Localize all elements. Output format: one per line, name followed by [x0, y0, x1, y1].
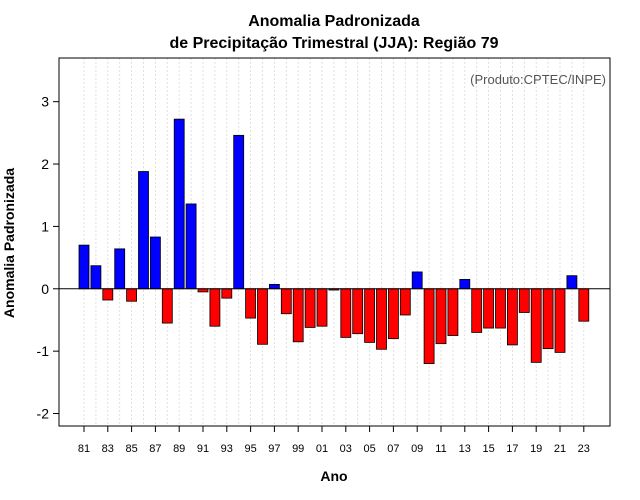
bar-90	[185, 203, 197, 290]
xtick-label: 09	[411, 443, 423, 455]
bar-03	[340, 288, 352, 338]
bar-23	[578, 288, 590, 322]
xtick-label: 03	[340, 443, 352, 455]
ytick-label: 1	[41, 218, 49, 234]
bar-14	[471, 288, 483, 333]
bar-13	[459, 279, 471, 290]
bar-15	[483, 288, 495, 329]
y-axis-label: Anomalia Padronizada	[1, 168, 17, 318]
bar-05	[364, 288, 376, 343]
bar-92	[209, 288, 221, 327]
ytick-label: -2	[37, 406, 50, 422]
bars	[78, 118, 590, 365]
bar-16	[495, 288, 506, 329]
y-axis-ticks: -2 -1 0 1 2 3	[37, 94, 59, 422]
bar-12	[447, 288, 459, 336]
bar-93	[221, 288, 233, 299]
xtick-label: 05	[363, 443, 375, 455]
bar-97	[268, 284, 280, 290]
bar-84	[114, 248, 126, 290]
chart-title-line1: Anomalia Padronizada	[248, 13, 420, 30]
bar-82	[90, 265, 102, 290]
xtick-label: 07	[387, 443, 399, 455]
ytick-label: -1	[37, 343, 50, 359]
bar-94	[233, 134, 245, 290]
bar-87	[149, 236, 161, 290]
bar-98	[280, 288, 292, 315]
bar-22	[566, 275, 578, 290]
bar-09	[411, 271, 423, 290]
gridlines	[83, 58, 585, 426]
bar-07	[387, 288, 399, 340]
bar-21	[554, 288, 566, 353]
bar-20	[542, 288, 554, 350]
chart-title-line2: de Precipitação Trimestral (JJA): Região…	[169, 35, 498, 52]
bar-04	[352, 288, 364, 335]
x-axis-label: Ano	[320, 468, 347, 484]
bar-08	[399, 288, 411, 316]
bar-01	[316, 288, 328, 327]
xtick-label: 23	[578, 443, 590, 455]
xtick-label: 11	[435, 443, 446, 455]
bar-19	[530, 288, 542, 363]
xtick-label: 17	[506, 443, 518, 455]
ytick-label: 3	[41, 94, 49, 110]
bar-17	[506, 288, 518, 346]
bar-96	[257, 288, 268, 345]
xtick-label: 89	[173, 443, 185, 455]
ytick-label: 2	[41, 156, 49, 172]
xtick-label: 81	[78, 443, 90, 455]
x-axis-ticks: 81 83 85 87 89 91 93 95 97 99 01 03 05 07 09 11 13 15 17 19…	[78, 426, 590, 455]
xtick-label: 19	[530, 443, 542, 455]
xtick-label: 01	[316, 443, 328, 455]
bar-86	[138, 171, 149, 290]
bar-83	[102, 288, 114, 301]
bar-81	[78, 244, 90, 290]
bar-95	[245, 288, 257, 319]
ytick-label: 0	[41, 281, 49, 297]
bar-85	[126, 288, 137, 302]
xtick-label: 83	[102, 443, 114, 455]
xtick-label: 85	[125, 443, 137, 455]
xtick-label: 95	[244, 443, 256, 455]
bar-10	[423, 288, 435, 365]
xtick-label: 97	[268, 443, 280, 455]
xtick-label: 87	[149, 443, 161, 455]
xtick-label: 15	[482, 443, 494, 455]
bar-99	[292, 288, 304, 343]
bar-88	[161, 288, 173, 324]
xtick-label: 13	[459, 443, 471, 455]
bar-00	[304, 288, 316, 328]
bar-18	[518, 288, 530, 313]
bar-89	[173, 118, 185, 290]
xtick-label: 91	[197, 443, 209, 455]
source-annotation: (Produto:CPTEC/INPE)	[470, 72, 606, 87]
bar-06	[376, 288, 387, 350]
bar-11	[435, 288, 447, 345]
xtick-label: 93	[221, 443, 233, 455]
plot-frame	[58, 57, 611, 427]
xtick-label: 21	[554, 443, 566, 455]
xtick-label: 99	[292, 443, 304, 455]
